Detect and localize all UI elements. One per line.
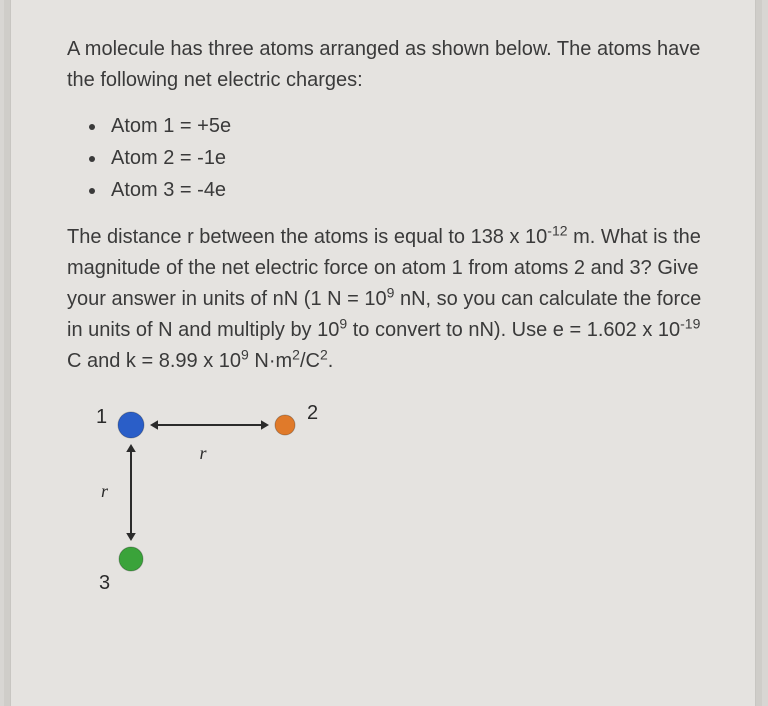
q-sup-a: -12	[547, 222, 567, 238]
q-sup-d: -19	[680, 315, 700, 331]
q-text-a: The distance r between the atoms is equa…	[67, 226, 547, 248]
q-sup-e: 9	[241, 346, 249, 362]
q-sup-f: 2	[292, 346, 300, 362]
atom3-charge: Atom 3 = -4e	[107, 174, 707, 206]
svg-text:2: 2	[307, 402, 318, 424]
q-text-g: /C	[300, 350, 320, 372]
q-sup-g: 2	[320, 346, 328, 362]
svg-text:r: r	[199, 443, 207, 463]
question-paragraph: The distance r between the atoms is equa…	[67, 222, 707, 377]
charge-list: Atom 1 = +5e Atom 2 = -1e Atom 3 = -4e	[67, 110, 707, 206]
q-text-d: to convert to nN). Use e = 1.602 x 10	[347, 319, 680, 341]
q-text-e: C and k = 8.99 x 10	[67, 350, 241, 372]
svg-text:1: 1	[96, 406, 107, 428]
atom2-charge: Atom 2 = -1e	[107, 142, 707, 174]
diagram-svg: 1 2 3 r r	[71, 397, 331, 597]
intro-paragraph: A molecule has three atoms arranged as s…	[67, 34, 707, 96]
page-sheet: A molecule has three atoms arranged as s…	[10, 0, 756, 706]
svg-text:r: r	[101, 481, 109, 501]
svg-text:3: 3	[99, 572, 110, 594]
q-text-h: .	[328, 350, 334, 372]
molecule-diagram: 1 2 3 r r	[71, 397, 707, 602]
q-sup-c: 9	[339, 315, 347, 331]
atom1-charge: Atom 1 = +5e	[107, 110, 707, 142]
q-text-f: N·m	[249, 350, 292, 372]
